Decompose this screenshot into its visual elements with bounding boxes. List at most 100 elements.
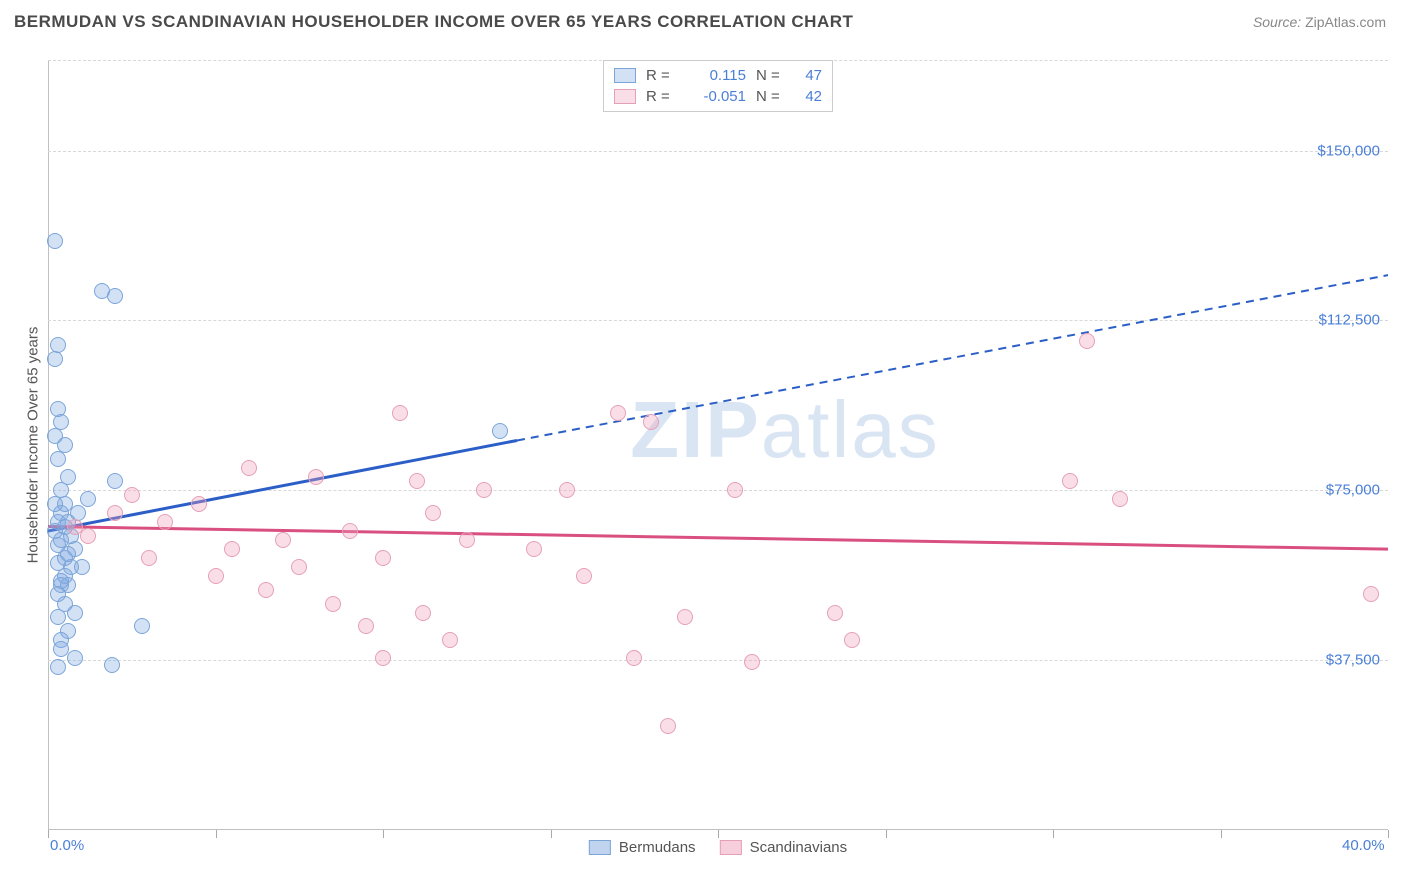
x-tick — [1221, 830, 1222, 838]
x-tick — [48, 830, 49, 838]
x-tick — [718, 830, 719, 838]
x-tick — [1388, 830, 1389, 838]
gridline-h — [48, 490, 1388, 491]
data-point — [409, 473, 425, 489]
data-point — [576, 568, 592, 584]
trend-lines — [48, 60, 1388, 830]
data-point — [442, 632, 458, 648]
data-point — [74, 559, 90, 575]
source-name: ZipAtlas.com — [1305, 14, 1386, 30]
data-point — [107, 288, 123, 304]
data-point — [1079, 333, 1095, 349]
legend-item-bermudans: Bermudans — [589, 839, 696, 856]
legend-label-bermudans: Bermudans — [619, 839, 696, 856]
data-point — [744, 654, 760, 670]
data-point — [241, 460, 257, 476]
data-point — [275, 532, 291, 548]
data-point — [291, 559, 307, 575]
data-point — [157, 514, 173, 530]
chart-area: Householder Income Over 65 years ZIPatla… — [48, 60, 1388, 830]
chart-title: BERMUDAN VS SCANDINAVIAN HOUSEHOLDER INC… — [14, 12, 853, 32]
data-point — [47, 496, 63, 512]
y-tick-label: $112,500 — [1319, 312, 1380, 329]
legend-correlation: R = 0.115 N = 47 R = -0.051 N = 42 — [603, 60, 833, 112]
data-point — [476, 482, 492, 498]
data-point — [124, 487, 140, 503]
data-point — [610, 405, 626, 421]
data-point — [1062, 473, 1078, 489]
data-point — [141, 550, 157, 566]
data-point — [50, 659, 66, 675]
data-point — [459, 532, 475, 548]
y-axis-line — [48, 60, 49, 830]
data-point — [50, 586, 66, 602]
source-label: Source: — [1253, 14, 1301, 30]
data-point — [47, 233, 63, 249]
data-point — [67, 650, 83, 666]
legend-series: Bermudans Scandinavians — [589, 839, 847, 856]
data-point — [107, 505, 123, 521]
data-point — [50, 337, 66, 353]
data-point — [60, 469, 76, 485]
data-point — [358, 618, 374, 634]
data-point — [80, 491, 96, 507]
data-point — [258, 582, 274, 598]
data-point — [50, 555, 66, 571]
r-label: R = — [646, 67, 676, 84]
swatch-scandinavians — [614, 89, 636, 104]
data-point — [392, 405, 408, 421]
data-point — [342, 523, 358, 539]
data-point — [134, 618, 150, 634]
data-point — [224, 541, 240, 557]
data-point — [526, 541, 542, 557]
data-point — [50, 401, 66, 417]
chart-header: BERMUDAN VS SCANDINAVIAN HOUSEHOLDER INC… — [0, 0, 1406, 40]
x-tick — [551, 830, 552, 838]
chart-source: Source: ZipAtlas.com — [1253, 14, 1386, 30]
data-point — [80, 528, 96, 544]
legend-label-scandinavians: Scandinavians — [750, 839, 848, 856]
x-tick — [886, 830, 887, 838]
y-axis-label: Householder Income Over 65 years — [25, 327, 42, 564]
x-tick — [383, 830, 384, 838]
r-label: R = — [646, 88, 676, 105]
legend-item-scandinavians: Scandinavians — [720, 839, 848, 856]
legend-row-scandinavians: R = -0.051 N = 42 — [614, 86, 822, 107]
data-point — [47, 351, 63, 367]
data-point — [67, 605, 83, 621]
x-tick-label: 0.0% — [50, 837, 84, 854]
data-point — [375, 650, 391, 666]
data-point — [415, 605, 431, 621]
gridline-h — [48, 151, 1388, 152]
data-point — [827, 605, 843, 621]
x-tick-label: 40.0% — [1342, 837, 1385, 854]
data-point — [727, 482, 743, 498]
data-point — [308, 469, 324, 485]
data-point — [1363, 586, 1379, 602]
data-point — [425, 505, 441, 521]
data-point — [53, 414, 69, 430]
r-value-scandinavians: -0.051 — [686, 88, 746, 105]
data-point — [677, 609, 693, 625]
y-tick-label: $150,000 — [1317, 142, 1380, 159]
data-point — [325, 596, 341, 612]
data-point — [492, 423, 508, 439]
n-value-scandinavians: 42 — [796, 88, 822, 105]
watermark: ZIPatlas — [630, 384, 939, 476]
data-point — [104, 657, 120, 673]
swatch-bermudans-icon — [589, 840, 611, 855]
y-tick-label: $75,000 — [1326, 482, 1380, 499]
n-label: N = — [756, 67, 786, 84]
data-point — [660, 718, 676, 734]
y-tick-label: $37,500 — [1326, 652, 1380, 669]
r-value-bermudans: 0.115 — [686, 67, 746, 84]
legend-row-bermudans: R = 0.115 N = 47 — [614, 65, 822, 86]
gridline-h — [48, 320, 1388, 321]
swatch-scandinavians-icon — [720, 840, 742, 855]
data-point — [1112, 491, 1128, 507]
gridline-h — [48, 660, 1388, 661]
data-point — [375, 550, 391, 566]
x-tick — [1053, 830, 1054, 838]
data-point — [208, 568, 224, 584]
x-tick — [216, 830, 217, 838]
